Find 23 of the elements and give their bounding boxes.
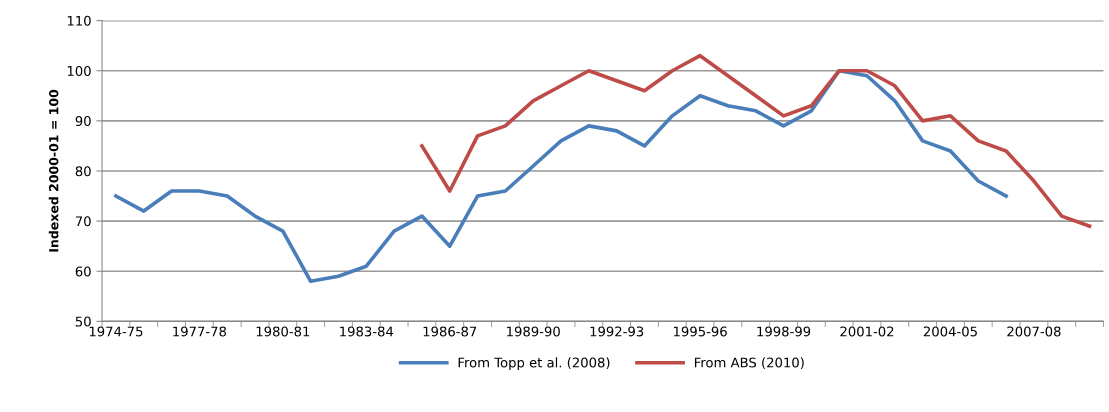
y-axis-title: Indexed 2000-01 = 100	[48, 89, 59, 252]
x-tick-label: 1989-90	[507, 326, 560, 337]
x-tick-label: 1995-96	[673, 326, 727, 337]
x-tick-label: 1992-93	[590, 326, 644, 337]
y-tick-label: 100	[67, 65, 91, 76]
y-tick-label: 70	[75, 216, 91, 227]
x-tick-label: 1998-99	[757, 326, 811, 337]
x-tick-label: 2007-08	[1007, 326, 1061, 337]
x-tick-label: 1977-78	[173, 326, 227, 337]
x-tick-label: 1986-87	[423, 326, 477, 337]
y-tick-label: 60	[75, 266, 91, 277]
x-tick-label: 2001-02	[840, 326, 894, 337]
y-tick-label: 110	[67, 15, 91, 26]
y-tick-label: 80	[75, 166, 91, 177]
x-tick-label: 2004-05	[923, 326, 977, 337]
y-tick-label: 50	[75, 316, 91, 327]
legend-label: From Topp et al. (2008)	[458, 357, 610, 371]
line-series	[420, 53, 1092, 228]
x-tick-label: 1974-75	[89, 326, 143, 337]
x-tick-label: 1983-84	[340, 326, 394, 337]
legend-label: From ABS (2010)	[694, 357, 804, 370]
y-tick-label: 90	[75, 116, 91, 127]
x-tick-label: 1980-81	[256, 326, 310, 337]
